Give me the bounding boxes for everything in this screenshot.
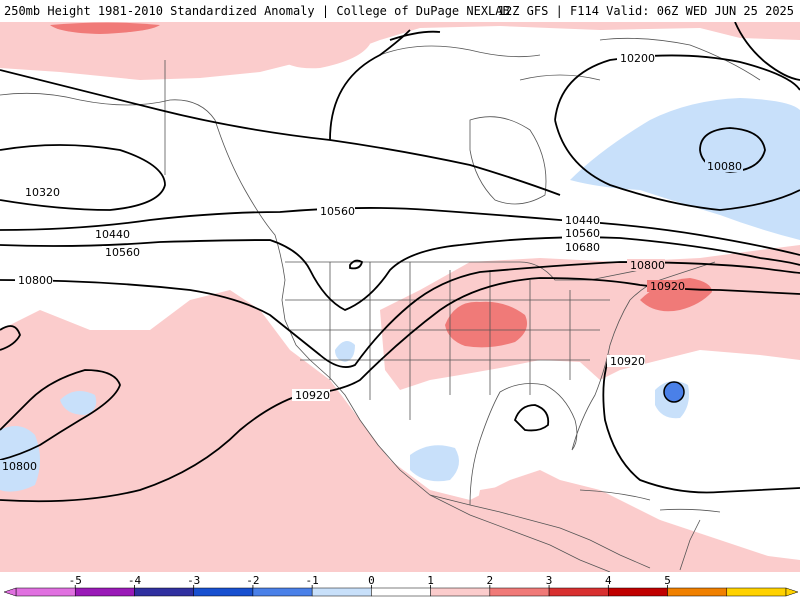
legend-tick-label: -5 (69, 574, 82, 587)
contour-label-10920: 10920 (295, 389, 330, 402)
legend-tick-label: 4 (605, 574, 612, 587)
height-contours (0, 21, 800, 503)
legend-tick-label: -4 (128, 574, 142, 587)
contour-label-10200: 10200 (620, 52, 655, 65)
legend-min-arrow (3, 587, 17, 597)
contour-label-10800: 10800 (2, 460, 37, 473)
legend-tick-label: 1 (427, 574, 434, 587)
legend-tick-label: -1 (306, 574, 319, 587)
legend-tick-label: -3 (187, 574, 200, 587)
legend-tick-label: 2 (487, 574, 494, 587)
legend-swatch (371, 587, 431, 597)
contour-label-10320: 10320 (25, 186, 60, 199)
contour-label-10680: 10680 (565, 241, 600, 254)
map-header: 250mb Height 1981-2010 Standardized Anom… (0, 0, 800, 22)
legend-swatch (548, 587, 609, 597)
legend-swatch (667, 587, 728, 597)
legend-swatch (726, 587, 787, 597)
contour-label-10800: 10800 (18, 274, 53, 287)
contour-label-10920: 10920 (610, 355, 645, 368)
coastlines-and-borders (0, 37, 761, 572)
legend-swatch (489, 587, 550, 597)
strong-positive-anomaly-fills (50, 22, 712, 348)
legend-swatch (430, 587, 491, 597)
legend-tick-labels: -5 -4 -3 -2 -1 0 1 2 3 4 5 (69, 574, 671, 588)
contour-label-10560: 10560 (105, 246, 140, 259)
deep-negative-anomaly (663, 381, 685, 403)
contour-label-10560: 10560 (565, 227, 600, 240)
legend-tick-label: 0 (368, 574, 375, 587)
contour-label-10440: 10440 (95, 228, 130, 241)
legend-swatch (252, 587, 313, 597)
contour-label-10560: 10560 (320, 205, 355, 218)
legend-swatch (74, 587, 135, 597)
legend-tick-label: 3 (546, 574, 553, 587)
legend-color-bar (3, 587, 799, 597)
contour-label-10800: 10800 (630, 259, 665, 272)
legend-tick-label: 5 (664, 574, 671, 587)
legend-swatch (134, 587, 194, 597)
legend-tick-label: -2 (246, 574, 259, 587)
legend-swatch (193, 587, 254, 597)
model-run-info: 12Z GFS | F114 Valid: 06Z WED JUN 25 202… (497, 4, 794, 18)
legend-swatch (311, 587, 372, 597)
map-title: 250mb Height 1981-2010 Standardized Anom… (4, 4, 510, 18)
contour-label-10920: 10920 (650, 280, 685, 293)
anomaly-map: 10200 10080 10320 10440 10560 10560 1044… (0, 21, 800, 572)
contour-label-10080: 10080 (707, 160, 742, 173)
contour-label-10440: 10440 (565, 214, 600, 227)
legend-swatch (15, 587, 76, 597)
contour-labels: 10200 10080 10320 10440 10560 10560 1044… (0, 52, 743, 473)
legend-max-arrow (785, 587, 799, 597)
legend-swatch (608, 587, 668, 597)
anomaly-legend: -5 -4 -3 -2 -1 0 1 2 3 4 5 (0, 572, 800, 600)
